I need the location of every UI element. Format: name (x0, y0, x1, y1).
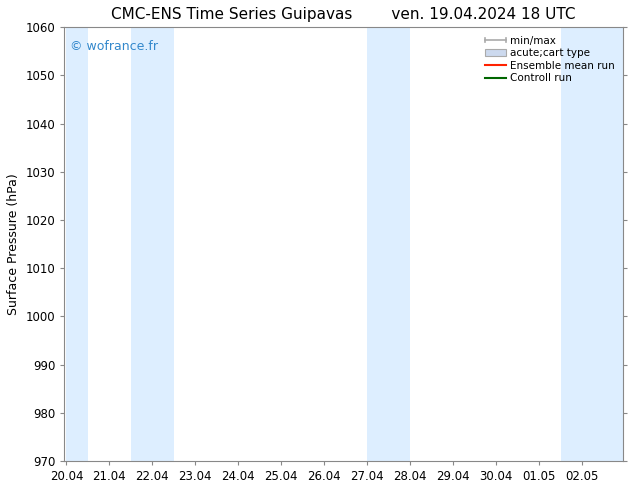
Bar (560, 27, 623, 461)
Bar (131, 27, 174, 461)
Bar (67, 27, 88, 461)
Bar (367, 27, 410, 461)
Text: © wofrance.fr: © wofrance.fr (70, 40, 158, 53)
Title: CMC-ENS Time Series Guipavas        ven. 19.04.2024 18 UTC: CMC-ENS Time Series Guipavas ven. 19.04.… (112, 7, 576, 22)
Y-axis label: Surface Pressure (hPa): Surface Pressure (hPa) (7, 173, 20, 315)
Legend: min/max, acute;cart type, Ensemble mean run, Controll run: min/max, acute;cart type, Ensemble mean … (482, 32, 618, 87)
